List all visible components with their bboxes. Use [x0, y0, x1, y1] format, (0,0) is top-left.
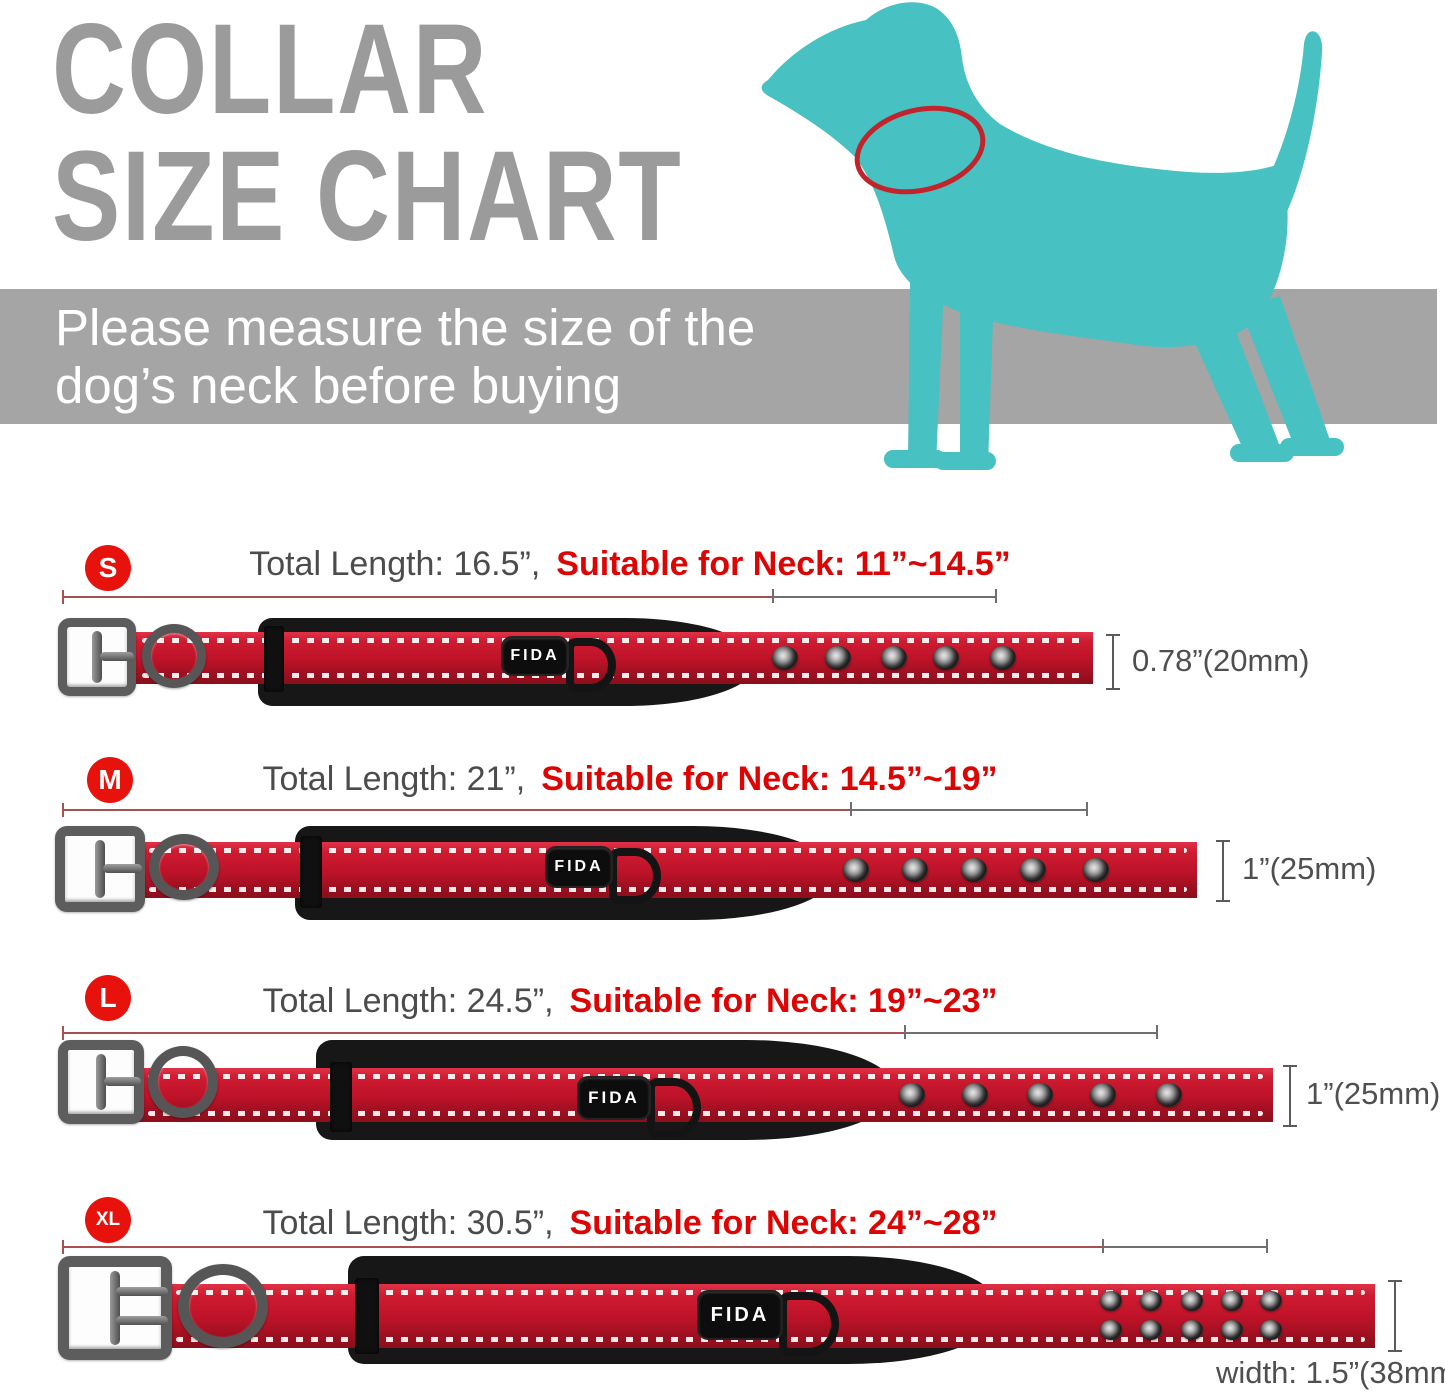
collar-buckle	[58, 1256, 172, 1360]
eyelet	[772, 646, 798, 670]
eyelet	[1140, 1291, 1162, 1311]
collar-image-l: FIDA	[58, 1038, 1298, 1142]
size-badge-s: S	[85, 545, 131, 591]
width-label-m: 1”(25mm)	[1242, 851, 1377, 886]
size-badge-m: M	[87, 757, 133, 803]
eyelet	[1221, 1320, 1243, 1340]
eyelet	[1140, 1320, 1162, 1340]
eyelet	[1020, 858, 1046, 882]
collar-keeper	[330, 1062, 352, 1132]
brand-tag: FIDA	[503, 638, 567, 674]
collar-image-s: FIDA	[58, 616, 1108, 708]
eyelet	[1260, 1291, 1282, 1311]
total-length-text-xl: Total Length: 30.5”,	[262, 1204, 554, 1242]
total-length-text-s: Total Length: 16.5”,	[249, 545, 541, 583]
width-measure-m	[1216, 840, 1230, 902]
total-length-text-m: Total Length: 21”,	[262, 760, 526, 798]
page-title-line2: SIZE CHART	[52, 125, 683, 268]
dog-front-leg	[908, 282, 944, 464]
neck-range-text-s: Suitable for Neck: 11”~14.5”	[556, 545, 1011, 583]
neck-range-text-l: Suitable for Neck: 19”~23”	[569, 982, 998, 1020]
collar-buckle	[58, 618, 136, 696]
neck-range-text-m: Suitable for Neck: 14.5”~19”	[541, 760, 998, 798]
metal-dring	[149, 834, 219, 900]
size-spec-s: Total Length: 16.5”, Suitable for Neck: …	[40, 545, 1220, 584]
collar-image-m: FIDA	[55, 822, 1205, 922]
collar-image-xl: FIDA	[58, 1256, 1398, 1366]
width-label-xl: width: 1.5”(38mm)	[1216, 1355, 1445, 1390]
measure-note-text: Please measure the size of the dog’s nec…	[55, 299, 755, 415]
collar-buckle	[58, 1040, 144, 1124]
eyelet	[1181, 1320, 1203, 1340]
measure-note-line1: Please measure the size of the	[55, 299, 756, 356]
dog-tail	[1255, 31, 1323, 243]
width-measure-l	[1283, 1065, 1297, 1127]
metal-dring	[178, 1264, 268, 1348]
neck-collar-ring	[854, 105, 986, 195]
brand-label: FIDA	[554, 858, 604, 875]
metal-dring	[142, 624, 206, 688]
dog-front-leg2	[960, 288, 994, 466]
eyelet	[1100, 1320, 1122, 1340]
width-label-s: 0.78”(20mm)	[1132, 643, 1310, 678]
dog-rear-leg	[1190, 326, 1282, 460]
eyelet	[933, 646, 959, 670]
brand-tag: FIDA	[699, 1292, 781, 1338]
page-title-line1: COLLAR	[52, 0, 489, 141]
plastic-dring	[779, 1292, 839, 1356]
metal-dring	[148, 1046, 218, 1118]
size-spec-m: Total Length: 21”, Suitable for Neck: 14…	[40, 760, 1220, 799]
collar-strap	[138, 1068, 1273, 1122]
brand-label: FIDA	[510, 647, 560, 664]
width-label-l: 1”(25mm)	[1306, 1076, 1441, 1111]
dog-rear-leg2	[1240, 296, 1332, 456]
eyelet	[961, 858, 987, 882]
eyelet	[962, 1083, 988, 1107]
eyelet	[825, 646, 851, 670]
size-spec-l: Total Length: 24.5”, Suitable for Neck: …	[40, 982, 1220, 1021]
eyelet	[1156, 1083, 1182, 1107]
brand-label: FIDA	[588, 1088, 640, 1107]
eyelet	[1100, 1291, 1122, 1311]
page-title: COLLAR SIZE CHART	[52, 0, 683, 268]
eyelet	[899, 1083, 925, 1107]
eyelet	[1083, 858, 1109, 882]
width-measure-s	[1106, 634, 1120, 690]
collar-keeper	[264, 626, 284, 692]
eyelet	[1181, 1291, 1203, 1311]
size-badge-xl: XL	[85, 1197, 131, 1243]
eyelet	[881, 646, 907, 670]
collar-buckle	[55, 826, 145, 912]
total-length-text-l: Total Length: 24.5”,	[262, 982, 554, 1020]
eyelet	[990, 646, 1016, 670]
neck-range-text-xl: Suitable for Neck: 24”~28”	[569, 1204, 998, 1242]
eyelet	[1221, 1291, 1243, 1311]
eyelet	[843, 858, 869, 882]
plastic-dring	[647, 1078, 701, 1138]
eyelet	[902, 858, 928, 882]
dog-silhouette	[761, 2, 1344, 470]
brand-tag: FIDA	[547, 848, 611, 886]
eyelet	[1260, 1320, 1282, 1340]
size-badge-l: L	[85, 975, 131, 1021]
eyelet	[1090, 1083, 1116, 1107]
width-measure-xl	[1388, 1280, 1402, 1352]
collar-keeper	[300, 836, 322, 908]
plastic-dring	[609, 848, 661, 904]
collar-keeper	[355, 1278, 379, 1354]
dog-body	[761, 2, 1288, 348]
plastic-dring	[566, 638, 616, 692]
brand-tag: FIDA	[579, 1078, 649, 1118]
brand-label: FIDA	[710, 1303, 770, 1326]
measure-note-line2: dog’s neck before buying	[55, 357, 622, 414]
size-spec-xl: Total Length: 30.5”, Suitable for Neck: …	[40, 1204, 1220, 1243]
eyelet	[1027, 1083, 1053, 1107]
